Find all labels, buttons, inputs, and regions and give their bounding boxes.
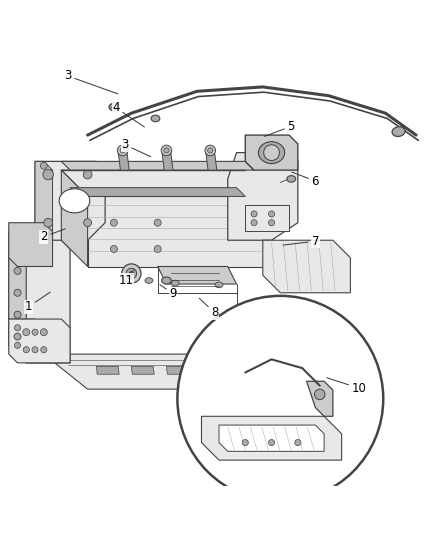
Circle shape [129,271,134,276]
Ellipse shape [287,175,296,182]
Circle shape [126,268,137,279]
Circle shape [208,148,213,153]
Text: 6: 6 [292,172,319,188]
Ellipse shape [151,115,160,122]
Circle shape [268,220,275,226]
Polygon shape [9,319,44,354]
Circle shape [117,145,128,156]
Polygon shape [9,231,70,363]
Polygon shape [9,223,53,266]
Polygon shape [245,135,298,170]
Text: 3: 3 [64,69,118,94]
Circle shape [14,325,21,331]
Polygon shape [35,161,105,240]
Polygon shape [88,197,272,266]
Ellipse shape [109,103,119,111]
Text: 9: 9 [160,285,177,300]
Circle shape [40,329,47,336]
Text: 1: 1 [25,292,50,313]
Circle shape [268,440,275,446]
Circle shape [41,346,47,353]
Circle shape [14,333,21,340]
Text: 10: 10 [327,378,367,395]
Circle shape [164,148,169,153]
Polygon shape [162,152,173,170]
Polygon shape [35,161,53,240]
Circle shape [43,169,53,180]
Circle shape [32,329,38,335]
Polygon shape [44,354,298,389]
Text: 7: 7 [283,235,319,248]
Text: 3: 3 [121,138,151,157]
Polygon shape [228,152,298,240]
Polygon shape [201,416,342,460]
Circle shape [314,389,325,400]
Circle shape [14,342,21,349]
Circle shape [205,145,215,156]
Polygon shape [9,345,61,363]
Ellipse shape [59,189,90,213]
Ellipse shape [171,280,179,286]
Circle shape [14,268,21,274]
Text: 4: 4 [112,101,145,127]
Circle shape [161,145,172,156]
Text: 2: 2 [40,229,65,243]
Circle shape [120,148,125,153]
Ellipse shape [215,282,223,288]
Polygon shape [61,170,88,266]
Circle shape [110,219,117,226]
Polygon shape [263,240,350,293]
Circle shape [122,264,141,283]
Circle shape [32,346,38,353]
Ellipse shape [162,277,171,284]
Circle shape [23,329,30,336]
Polygon shape [219,425,324,451]
Polygon shape [166,366,189,374]
Circle shape [14,311,21,318]
Polygon shape [131,366,154,374]
Circle shape [40,162,47,169]
Circle shape [268,211,275,217]
Polygon shape [9,231,26,363]
Polygon shape [70,188,245,197]
Circle shape [242,440,248,446]
Polygon shape [9,319,70,363]
Polygon shape [61,161,254,170]
Polygon shape [201,366,224,374]
Circle shape [44,219,53,227]
Ellipse shape [145,278,153,284]
Polygon shape [61,170,272,197]
Circle shape [14,289,21,296]
Circle shape [23,346,29,353]
Polygon shape [118,152,129,170]
Polygon shape [307,381,333,416]
Circle shape [83,170,92,179]
Circle shape [84,219,92,227]
Text: 11: 11 [119,270,134,287]
Ellipse shape [258,142,285,164]
Polygon shape [96,366,119,374]
Ellipse shape [392,127,405,136]
Circle shape [251,211,257,217]
Circle shape [154,246,161,253]
Circle shape [85,163,91,169]
Polygon shape [206,152,217,170]
Circle shape [251,220,257,226]
Circle shape [177,296,383,502]
Circle shape [264,145,279,160]
Circle shape [110,246,117,253]
Circle shape [14,246,21,253]
Text: 8: 8 [199,298,218,319]
Polygon shape [245,205,289,231]
Circle shape [154,219,161,226]
Circle shape [295,440,301,446]
Text: 5: 5 [265,120,295,136]
Polygon shape [158,266,237,284]
